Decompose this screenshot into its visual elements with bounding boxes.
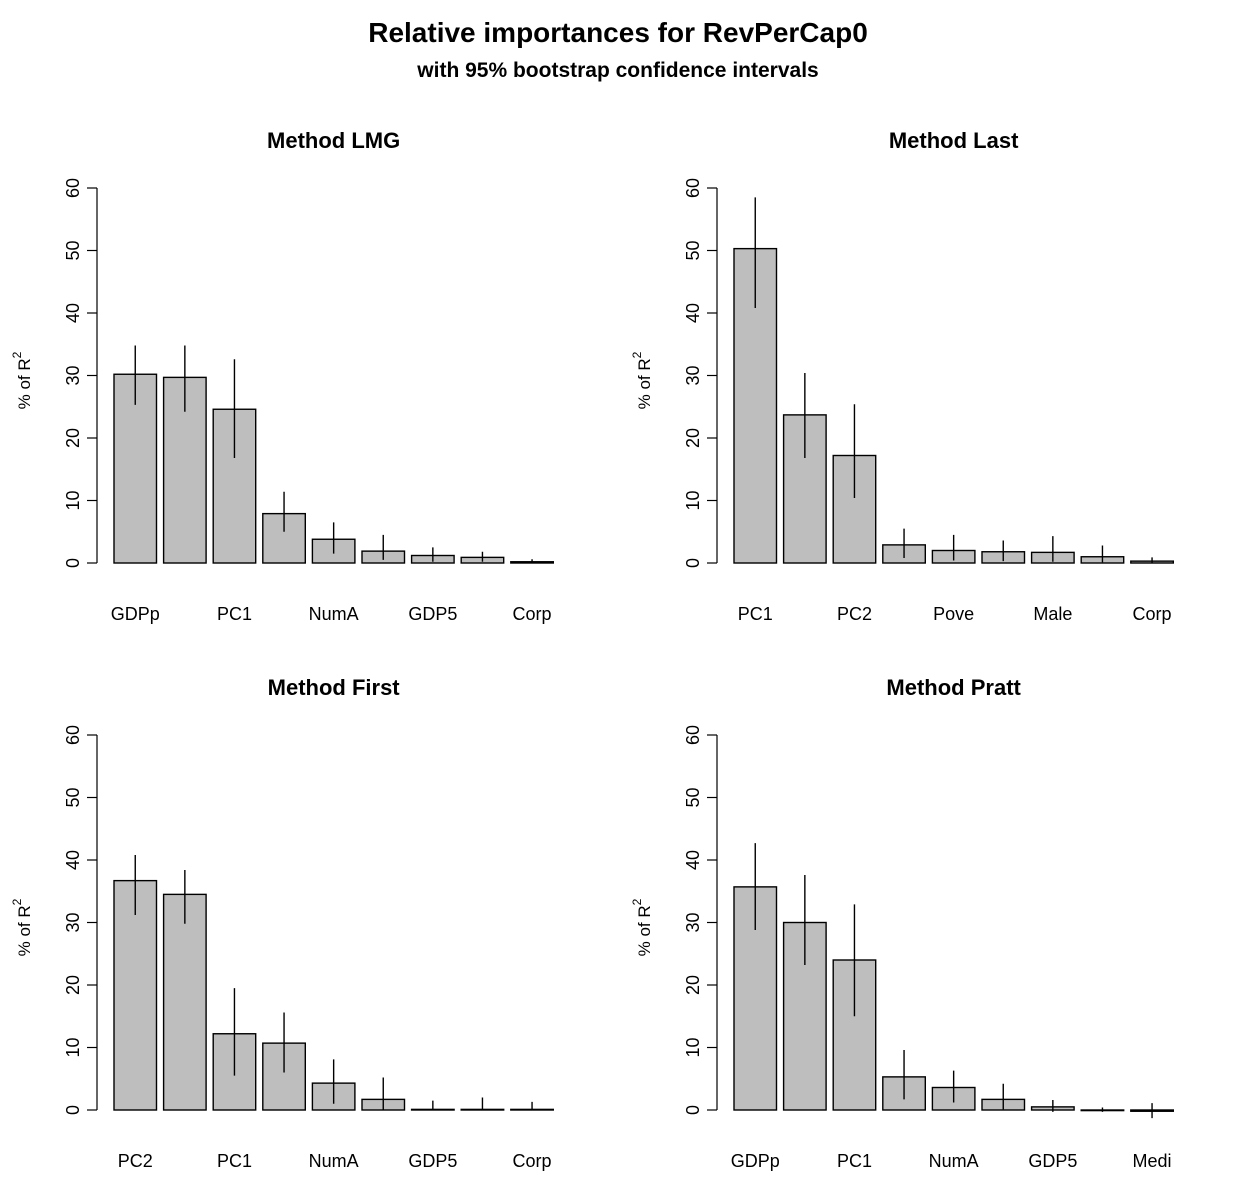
bar — [113, 373, 158, 564]
y-axis-label: % of R2 — [630, 351, 654, 409]
category-label: Corp — [1133, 604, 1172, 624]
y-tick-label: 20 — [683, 975, 703, 995]
y-tick-label: 60 — [683, 725, 703, 745]
y-tick-label: 60 — [63, 725, 83, 745]
y-tick-label: 40 — [683, 303, 703, 323]
y-axis-label: % of R2 — [630, 898, 654, 956]
y-tick-label: 50 — [683, 787, 703, 807]
y-axis-label: % of R2 — [10, 898, 34, 956]
category-label: GDP5 — [1028, 1151, 1077, 1171]
y-tick-label: 40 — [63, 303, 83, 323]
panel-4: Method Pratt 0 10 20 30 40 50 60 % of R2 GDPp PC1 N… — [630, 675, 1174, 1171]
y-tick-label: 10 — [63, 1037, 83, 1057]
y-tick-label: 30 — [63, 912, 83, 932]
y-tick-label: 30 — [63, 365, 83, 385]
panel-title: Method First — [268, 675, 401, 700]
y-tick-label: 10 — [683, 490, 703, 510]
category-label: PC2 — [837, 604, 872, 624]
category-label: NumA — [309, 604, 359, 624]
y-tick-label: 20 — [63, 975, 83, 995]
category-label: PC2 — [118, 1151, 153, 1171]
category-label: Corp — [513, 1151, 552, 1171]
panel-1: Method LMG 0 10 20 30 40 50 60 % of R2 GDPp PC1 Num… — [10, 128, 554, 624]
y-tick-label: 50 — [63, 787, 83, 807]
y-tick-label: 0 — [683, 1105, 703, 1115]
bar — [212, 408, 257, 564]
category-label: GDPp — [731, 1151, 780, 1171]
category-label: PC1 — [217, 1151, 252, 1171]
category-label: Pove — [933, 604, 974, 624]
category-label: PC1 — [837, 1151, 872, 1171]
y-tick-label: 10 — [63, 490, 83, 510]
y-tick-label: 50 — [683, 240, 703, 260]
category-label: Corp — [513, 604, 552, 624]
panel-title: Method LMG — [267, 128, 400, 153]
bar — [733, 247, 778, 564]
panel-2: Method Last 0 10 20 30 40 50 60 % of R2 PC1 PC2 Pov… — [630, 128, 1174, 624]
category-label: PC1 — [217, 604, 252, 624]
bar — [113, 879, 158, 1111]
y-tick-label: 40 — [63, 850, 83, 870]
panels: Method LMG 0 10 20 30 40 50 60 % of R2 GDPp PC1 Num… — [10, 128, 1174, 1171]
category-label: GDP5 — [408, 1151, 457, 1171]
y-tick-label: 0 — [63, 558, 83, 568]
category-label: PC1 — [738, 604, 773, 624]
y-tick-label: 20 — [683, 428, 703, 448]
y-axis-label: % of R2 — [10, 351, 34, 409]
bar — [162, 893, 207, 1111]
category-label: NumA — [309, 1151, 359, 1171]
y-tick-label: 30 — [683, 912, 703, 932]
figure-title: Relative importances for RevPerCap0 — [368, 17, 868, 48]
y-tick-label: 60 — [63, 178, 83, 198]
panel-3: Method First 0 10 20 30 40 50 60 % of R2 PC2 PC1 Nu… — [10, 675, 554, 1171]
figure-subtitle: with 95% bootstrap confidence intervals — [416, 59, 818, 82]
y-tick-label: 60 — [683, 178, 703, 198]
y-tick-label: 0 — [683, 558, 703, 568]
category-label: GDP5 — [408, 604, 457, 624]
category-label: GDPp — [111, 604, 160, 624]
category-label: NumA — [929, 1151, 979, 1171]
y-tick-label: 10 — [683, 1037, 703, 1057]
y-tick-label: 20 — [63, 428, 83, 448]
y-tick-label: 30 — [683, 365, 703, 385]
panel-title: Method Pratt — [886, 675, 1021, 700]
panel-title: Method Last — [889, 128, 1019, 153]
y-tick-label: 0 — [63, 1105, 83, 1115]
y-tick-label: 40 — [683, 850, 703, 870]
y-tick-label: 50 — [63, 240, 83, 260]
category-label: Male — [1033, 604, 1072, 624]
category-label: Medi — [1133, 1151, 1172, 1171]
